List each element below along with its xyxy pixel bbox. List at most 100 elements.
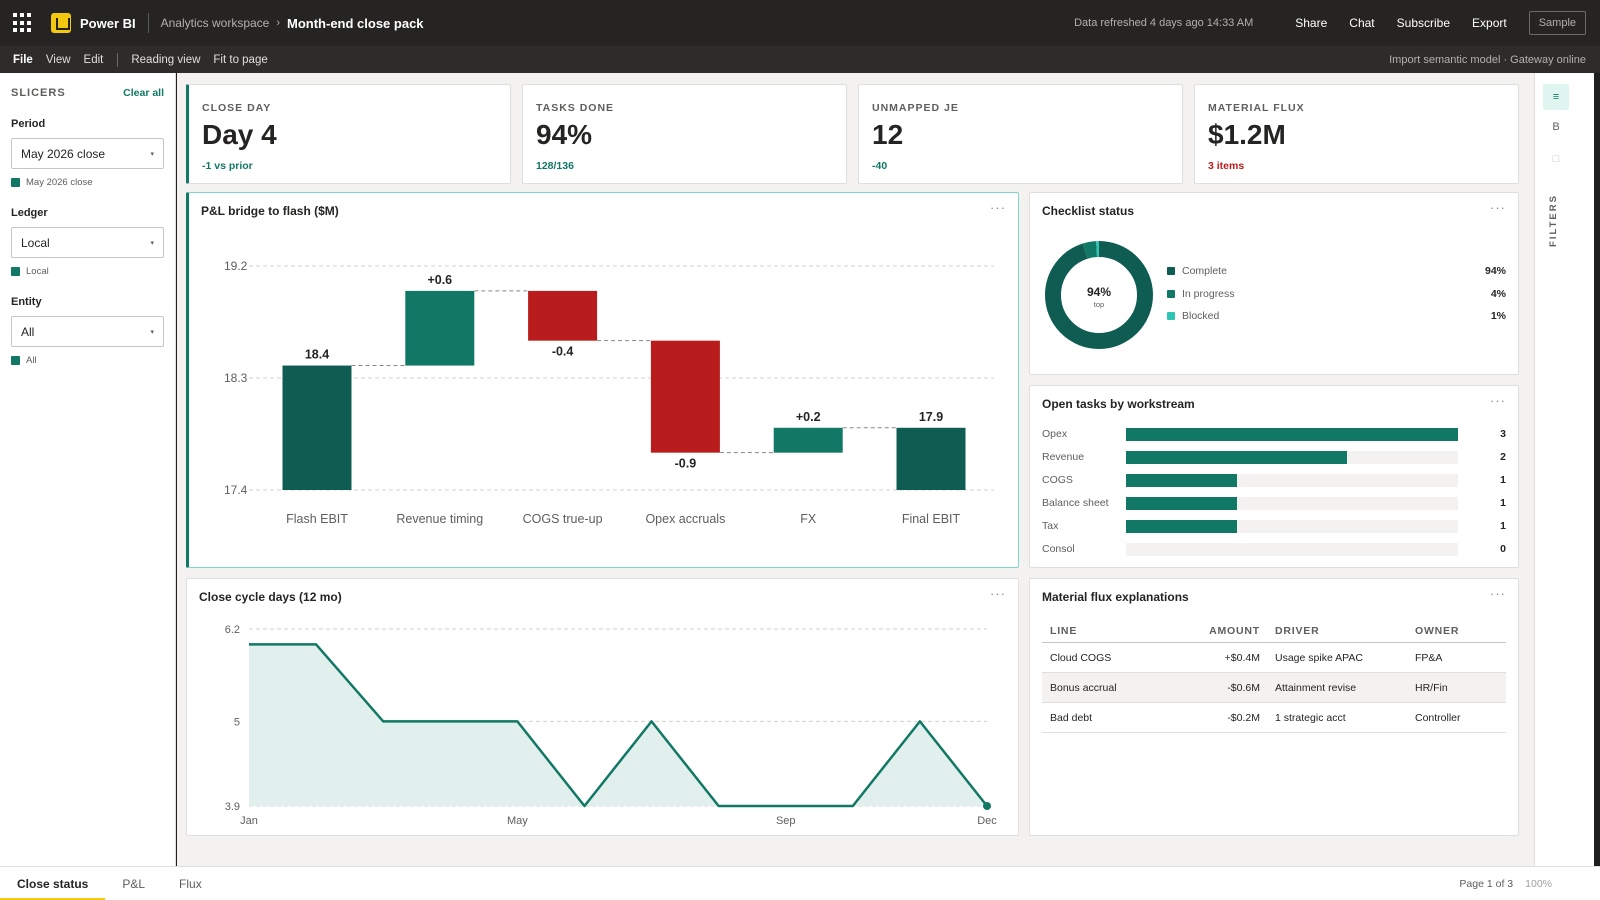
bar[interactable]	[1126, 450, 1348, 464]
bar[interactable]	[1126, 427, 1458, 441]
table-row[interactable]: Bad debt -$0.2M 1 strategic acct Control…	[1042, 703, 1506, 733]
workstream-card[interactable]: Open tasks by workstream ··· Opex 3 Revenu…	[1029, 385, 1519, 568]
checklist-donut: 94% top	[1045, 241, 1153, 349]
kpi-unmapped-je[interactable]: UNMAPPED JE 12 -40	[858, 84, 1183, 184]
x-tick-label: Final EBIT	[902, 512, 961, 526]
workstream-label: Consol	[1042, 543, 1075, 555]
kpi-tasks-done[interactable]: TASKS DONE 94% 128/136	[522, 84, 847, 184]
workstream-row[interactable]: Opex 3	[1042, 426, 1506, 442]
kpi-label: UNMAPPED JE	[872, 102, 959, 114]
zoom-level[interactable]: 100%	[1525, 877, 1552, 890]
kpi-close-day[interactable]: CLOSE DAY Day 4 -1 vs prior	[186, 84, 511, 184]
page-indicator: Page 1 of 3	[1459, 877, 1514, 890]
ledger-dropdown[interactable]: Local ▾	[11, 227, 164, 258]
selection-icon[interactable]: □	[1552, 153, 1560, 165]
more-options-icon[interactable]: ···	[1490, 393, 1506, 408]
waterfall-bar[interactable]	[405, 290, 475, 366]
workstream-row[interactable]: Consol 0	[1042, 541, 1506, 557]
menu-file[interactable]: File	[13, 53, 33, 66]
waterfall-bar[interactable]	[528, 290, 598, 341]
right-rail: ≡ B □ FILTERS	[1534, 73, 1600, 866]
clear-all-button[interactable]: Clear all	[123, 87, 164, 99]
subscribe-button[interactable]: Subscribe	[1396, 16, 1451, 30]
table-row[interactable]: Bonus accrual -$0.6M Attainment revise H…	[1042, 673, 1506, 703]
data-label: +0.6	[427, 273, 452, 287]
ledger-chip-label: Local	[26, 266, 49, 277]
app-name[interactable]: Power BI	[80, 15, 136, 31]
swatch-icon	[1167, 267, 1175, 275]
waterfall-bar[interactable]	[650, 340, 720, 453]
menu-view[interactable]: View	[45, 53, 71, 66]
cell-line: Cloud COGS	[1050, 651, 1112, 664]
legend-item[interactable]: Blocked 1%	[1167, 309, 1506, 323]
bar[interactable]	[1126, 519, 1237, 533]
y-tick-label: 3.9	[225, 801, 240, 813]
divider	[117, 52, 119, 67]
bridge-card[interactable]: P&L bridge to flash ($M) ··· 19.2 18.3 17.…	[186, 192, 1019, 568]
slicers-pane: SLICERS Clear all Period May 2026 close …	[0, 73, 176, 866]
filters-pane-toggle[interactable]: FILTERS	[1547, 193, 1563, 253]
more-options-icon[interactable]: ···	[990, 586, 1006, 601]
data-point[interactable]	[983, 802, 991, 810]
visualizations-icon[interactable]: ≡	[1543, 84, 1569, 110]
tab-pl[interactable]: P&L	[122, 876, 146, 891]
legend-value: 94%	[1484, 265, 1506, 277]
export-button[interactable]: Export	[1472, 16, 1507, 30]
more-options-icon[interactable]: ···	[1490, 586, 1506, 601]
app-launcher-icon[interactable]	[13, 13, 33, 33]
waterfall-bar[interactable]	[282, 365, 352, 490]
reading-view-button[interactable]: Reading view	[131, 53, 201, 66]
cell-amount: -$0.2M	[1227, 711, 1260, 724]
legend-item[interactable]: Complete 94%	[1167, 264, 1506, 278]
more-options-icon[interactable]: ···	[990, 200, 1006, 215]
bar[interactable]	[1126, 496, 1237, 510]
filters-label: FILTERS	[1547, 194, 1559, 247]
entity-dropdown[interactable]: All ▾	[11, 316, 164, 347]
x-tick-label: Sep	[776, 815, 796, 827]
breadcrumb-workspace[interactable]: Analytics workspace	[160, 16, 270, 30]
legend-item[interactable]: In progress 4%	[1167, 287, 1506, 301]
period-dropdown[interactable]: May 2026 close ▾	[11, 138, 164, 169]
workstream-row[interactable]: COGS 1	[1042, 472, 1506, 488]
column-header[interactable]: AMOUNT	[1209, 624, 1260, 637]
sample-button[interactable]: Sample	[1528, 11, 1586, 35]
workstream-row[interactable]: Tax 1	[1042, 518, 1506, 534]
period-chip-label: May 2026 close	[26, 177, 93, 188]
column-header[interactable]: OWNER	[1415, 624, 1460, 637]
workstream-row[interactable]: Revenue 2	[1042, 449, 1506, 465]
model-status: Import semantic model · Gateway online	[1389, 53, 1586, 66]
share-button[interactable]: Share	[1295, 16, 1328, 30]
swatch-icon	[11, 178, 20, 187]
menu-edit[interactable]: Edit	[83, 53, 104, 66]
bookmarks-icon[interactable]: B	[1552, 121, 1560, 133]
menu-bar: File View Edit Reading view Fit to page …	[0, 46, 1600, 73]
bar[interactable]	[1126, 473, 1237, 487]
tab-close-status[interactable]: Close status	[0, 867, 106, 900]
period-label: Period	[11, 118, 46, 130]
waterfall-bar[interactable]	[896, 427, 966, 490]
more-options-icon[interactable]: ···	[1490, 200, 1506, 215]
cell-driver: Attainment revise	[1275, 681, 1357, 694]
cycle-card[interactable]: Close cycle days (12 mo) ··· 6.2 5 3.9 Jan M…	[186, 578, 1019, 836]
column-header[interactable]: DRIVER	[1275, 624, 1320, 637]
series-line[interactable]	[249, 643, 988, 808]
workstream-row[interactable]: Balance sheet 1	[1042, 495, 1506, 511]
bar-track	[1126, 542, 1458, 556]
legend-value: 4%	[1490, 288, 1506, 300]
data-label: 18.4	[305, 348, 329, 362]
chevron-right-icon: ›	[276, 17, 281, 29]
tab-flux[interactable]: Flux	[179, 876, 202, 891]
kpi-label: CLOSE DAY	[202, 102, 272, 114]
donut-slice[interactable]	[1045, 241, 1153, 349]
area-fill	[249, 644, 987, 806]
chat-button[interactable]: Chat	[1349, 16, 1375, 30]
checklist-card[interactable]: Checklist status ··· 94% top Complete 94%…	[1029, 192, 1519, 375]
flux-card[interactable]: Material flux explanations ··· LINE AMOU…	[1029, 578, 1519, 836]
kpi-delta: -1 vs prior	[202, 160, 253, 172]
fit-to-page-button[interactable]: Fit to page	[213, 53, 268, 66]
waterfall-bar[interactable]	[773, 427, 843, 453]
kpi-material-flux[interactable]: MATERIAL FLUX $1.2M 3 items	[1194, 84, 1519, 184]
column-header[interactable]: LINE	[1050, 624, 1078, 637]
table-row[interactable]: Cloud COGS +$0.4M Usage spike APAC FP&A	[1042, 643, 1506, 673]
